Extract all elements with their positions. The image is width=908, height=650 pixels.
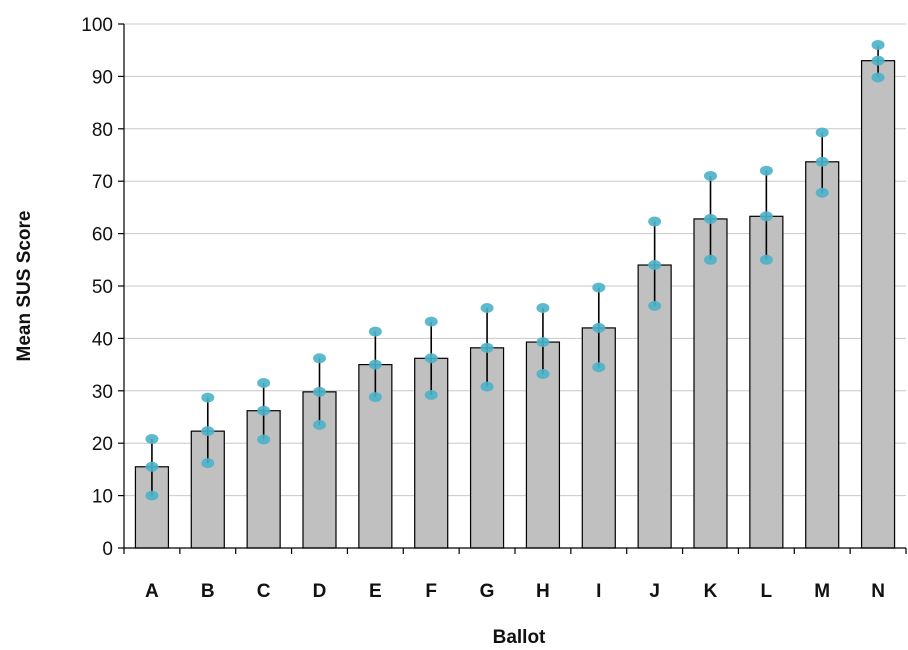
mean-marker-H — [536, 337, 550, 348]
x-tick-label-E: E — [369, 581, 382, 602]
x-tick-label-F: F — [425, 581, 437, 602]
error-marker-high-H — [536, 303, 550, 314]
error-marker-low-B — [201, 458, 215, 469]
error-marker-high-E — [368, 326, 382, 337]
y-tick-label: 10 — [92, 487, 113, 508]
error-marker-high-M — [815, 127, 829, 138]
labels: 0 10 20 30 40 50 60 70 80 90 100 A B C D E F G H I J K L M N — [81, 15, 885, 602]
y-tick-label: 0 — [102, 539, 113, 560]
error-marker-low-G — [480, 381, 494, 392]
mean-marker-J — [648, 260, 662, 271]
axes — [118, 23, 907, 554]
y-axis-title: Mean SUS Score — [14, 211, 35, 362]
error-marker-low-A — [145, 490, 159, 501]
y-tick-label: 60 — [92, 225, 113, 246]
mean-marker-B — [201, 426, 215, 437]
mean-marker-A — [145, 461, 159, 472]
error-bars — [145, 39, 885, 501]
bar-J — [637, 264, 672, 549]
error-marker-high-C — [257, 377, 271, 388]
x-tick-label-M: M — [814, 581, 830, 602]
x-tick-label-B: B — [201, 581, 215, 602]
x-tick-label-L: L — [761, 581, 773, 602]
error-marker-high-I — [592, 282, 606, 293]
bars — [134, 60, 896, 549]
x-tick-label-D: D — [313, 581, 327, 602]
error-marker-high-J — [648, 216, 662, 227]
bar-N — [860, 60, 896, 549]
y-tick-label: 30 — [92, 382, 113, 403]
error-marker-low-L — [759, 254, 773, 265]
x-tick-label-A: A — [145, 581, 159, 602]
x-tick-label-C: C — [257, 581, 271, 602]
y-tick-label: 70 — [92, 172, 113, 193]
error-marker-high-N — [871, 39, 885, 50]
mean-marker-I — [592, 322, 606, 333]
x-axis-title: Ballot — [493, 627, 546, 648]
error-marker-low-D — [313, 419, 326, 430]
error-marker-low-F — [424, 389, 438, 400]
bar-M — [805, 161, 840, 549]
error-marker-high-F — [424, 316, 438, 327]
y-tick-label: 100 — [81, 15, 113, 36]
bar-K — [693, 218, 728, 549]
x-tick-label-I: I — [596, 581, 601, 602]
gridlines — [124, 23, 906, 497]
mean-marker-K — [704, 213, 717, 224]
y-tick-label: 40 — [92, 329, 113, 350]
y-tick-label: 20 — [92, 434, 113, 455]
y-tick-label: 80 — [92, 120, 113, 141]
mean-marker-M — [815, 156, 829, 167]
error-marker-high-A — [145, 434, 159, 445]
y-tick-label: 50 — [92, 277, 113, 298]
mean-marker-E — [368, 359, 382, 370]
error-marker-low-K — [704, 254, 717, 265]
x-tick-label-K: K — [704, 581, 718, 602]
x-tick-label-H: H — [536, 581, 550, 602]
error-marker-low-E — [368, 392, 382, 403]
mean-marker-N — [871, 55, 885, 66]
x-tick-label-J: J — [649, 581, 660, 602]
bar-L — [749, 215, 784, 549]
error-marker-high-K — [704, 170, 717, 181]
error-marker-low-C — [257, 434, 271, 445]
mean-marker-D — [313, 386, 326, 397]
mean-marker-C — [257, 405, 271, 416]
error-marker-low-H — [536, 369, 550, 380]
error-marker-low-I — [592, 362, 606, 373]
mean-marker-F — [424, 353, 438, 364]
x-tick-label-G: G — [480, 581, 495, 602]
x-tick-label-N: N — [871, 581, 885, 602]
mean-marker-L — [759, 211, 773, 222]
error-marker-low-N — [871, 72, 885, 83]
error-marker-high-B — [201, 392, 215, 403]
error-marker-low-M — [815, 187, 829, 198]
y-tick-label: 90 — [92, 67, 113, 88]
error-marker-high-D — [313, 353, 326, 364]
mean-marker-G — [480, 342, 494, 353]
error-marker-high-G — [480, 303, 494, 314]
error-marker-low-J — [648, 300, 662, 311]
error-marker-high-L — [759, 165, 773, 176]
